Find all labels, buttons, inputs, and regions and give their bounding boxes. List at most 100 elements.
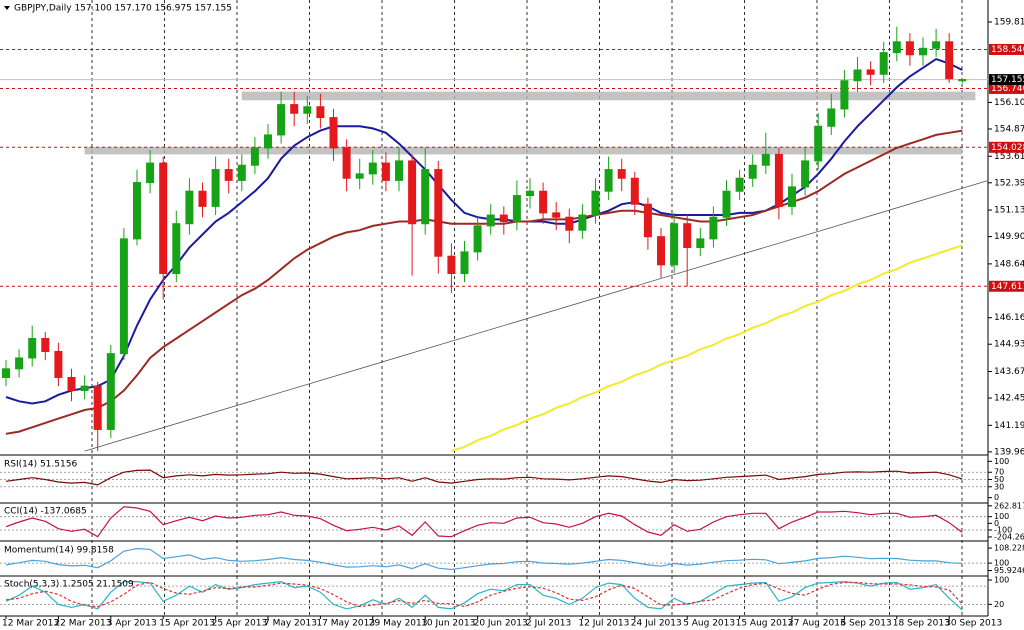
candle-body bbox=[748, 164, 757, 179]
candle-body bbox=[578, 214, 587, 231]
level-label: 156.746 bbox=[991, 84, 1024, 94]
candle-body bbox=[630, 177, 639, 205]
level-label: 158.546 bbox=[991, 45, 1024, 55]
candle-body bbox=[683, 223, 692, 249]
y-tick-label: 139.965 bbox=[994, 447, 1024, 457]
y-tick-label: 0 bbox=[994, 493, 999, 502]
x-tick-label: 25 Apr 2013 bbox=[212, 619, 268, 629]
candle-body bbox=[604, 169, 613, 192]
y-tick-label: 148.645 bbox=[994, 259, 1024, 269]
symbol-menu-icon[interactable] bbox=[4, 6, 10, 10]
candle-body bbox=[368, 162, 377, 175]
y-tick-label: 146.160 bbox=[994, 313, 1024, 323]
candle-body bbox=[696, 238, 705, 249]
y-tick-label: 100 bbox=[994, 559, 1009, 568]
candle-body bbox=[958, 79, 967, 82]
x-tick-label: 29 May 2013 bbox=[369, 619, 428, 629]
y-tick-label: 20 bbox=[994, 600, 1004, 609]
candle-body bbox=[539, 190, 548, 214]
x-tick-label: 18 Sep 2013 bbox=[893, 619, 950, 629]
candle-body bbox=[67, 376, 76, 391]
y-tick-label: 153.615 bbox=[994, 152, 1024, 162]
candle-body bbox=[224, 169, 233, 181]
indicator-line bbox=[5, 547, 963, 571]
candle-body bbox=[814, 125, 823, 162]
candle-body bbox=[329, 117, 338, 149]
y-tick-label: 262.8179 bbox=[994, 501, 1024, 510]
trend-line bbox=[84, 180, 989, 452]
x-tick-label: 10 Jun 2013 bbox=[421, 619, 475, 629]
candle-body bbox=[172, 223, 181, 275]
chart-title: GBPJPY,Daily 157.100 157.170 156.975 157… bbox=[14, 4, 232, 14]
candle-body bbox=[434, 169, 443, 257]
indicator-label: Stoch(5,3,3) 1.2505 21.1509 bbox=[4, 580, 134, 590]
candle-body bbox=[788, 186, 796, 207]
candle-body bbox=[342, 147, 351, 179]
vertical-grid bbox=[91, 0, 963, 616]
candle-body bbox=[565, 216, 574, 231]
moving-average bbox=[5, 57, 963, 405]
candle-body bbox=[250, 147, 259, 166]
candle-body bbox=[709, 216, 718, 240]
candle-body bbox=[512, 195, 521, 223]
candle-body bbox=[2, 368, 10, 378]
y-tick-label: 50 bbox=[994, 475, 1004, 484]
candle-body bbox=[355, 173, 364, 179]
candle-body bbox=[106, 353, 115, 430]
candle-body bbox=[853, 69, 862, 82]
candle-body bbox=[408, 160, 417, 225]
candle-body bbox=[303, 106, 312, 114]
y-tick-label: 152.390 bbox=[994, 178, 1024, 188]
candle-body bbox=[643, 203, 652, 238]
candle-body bbox=[421, 169, 430, 225]
y-tick-label: 100 bbox=[994, 512, 1009, 521]
level-label-box bbox=[989, 82, 1024, 94]
x-tick-label: 20 Jun 2013 bbox=[474, 619, 528, 629]
candle-body bbox=[80, 385, 89, 391]
y-tick-label: 143.675 bbox=[994, 367, 1024, 377]
candle-body bbox=[801, 160, 810, 188]
candle-body bbox=[905, 41, 914, 56]
x-tick-label: 12 Jul 2013 bbox=[578, 619, 629, 629]
last-price-label: 157.155 bbox=[991, 75, 1024, 85]
y-tick-label: 151.130 bbox=[994, 206, 1024, 216]
x-tick-label: 27 Aug 2013 bbox=[788, 619, 846, 629]
candle-body bbox=[211, 169, 220, 207]
candle-body bbox=[774, 153, 783, 207]
candle-body bbox=[735, 177, 744, 192]
candle-body bbox=[840, 80, 849, 110]
candle-body bbox=[591, 190, 600, 216]
candle-body bbox=[290, 104, 299, 114]
y-tick-label: 30 bbox=[994, 482, 1004, 491]
y-tick-label: 100 bbox=[994, 576, 1009, 585]
candle-body bbox=[879, 52, 888, 75]
candle-body bbox=[486, 214, 495, 227]
y-tick-label: 156.100 bbox=[994, 98, 1024, 108]
y-tick-label: 141.190 bbox=[994, 421, 1024, 431]
y-tick-label: 154.875 bbox=[994, 124, 1024, 134]
x-tick-label: 6 Sep 2013 bbox=[840, 619, 891, 629]
x-tick-label: 24 Jul 2013 bbox=[631, 619, 682, 629]
y-tick-label: 100 bbox=[994, 457, 1009, 466]
candle-body bbox=[657, 236, 665, 266]
candle-body bbox=[526, 190, 534, 197]
candle-body bbox=[919, 47, 927, 56]
x-tick-label: 2 Jul 2013 bbox=[526, 619, 571, 629]
x-tick-label: 5 Aug 2013 bbox=[683, 619, 735, 629]
level-label-box bbox=[989, 280, 1024, 292]
candle-body bbox=[198, 190, 207, 207]
indicator-line bbox=[5, 581, 963, 608]
level-label-box bbox=[989, 43, 1024, 55]
candle-body bbox=[866, 69, 875, 75]
candle-body bbox=[761, 153, 770, 166]
moving-average bbox=[451, 244, 963, 453]
level-label: 147.611 bbox=[991, 282, 1024, 292]
indicator-label: Momentum(14) 99.8158 bbox=[4, 546, 114, 556]
candle-body bbox=[277, 104, 286, 136]
candle-body bbox=[722, 190, 731, 218]
y-tick-label: 142.450 bbox=[994, 394, 1024, 404]
candle-body bbox=[93, 385, 102, 430]
zone bbox=[84, 146, 963, 155]
zone bbox=[241, 91, 976, 101]
